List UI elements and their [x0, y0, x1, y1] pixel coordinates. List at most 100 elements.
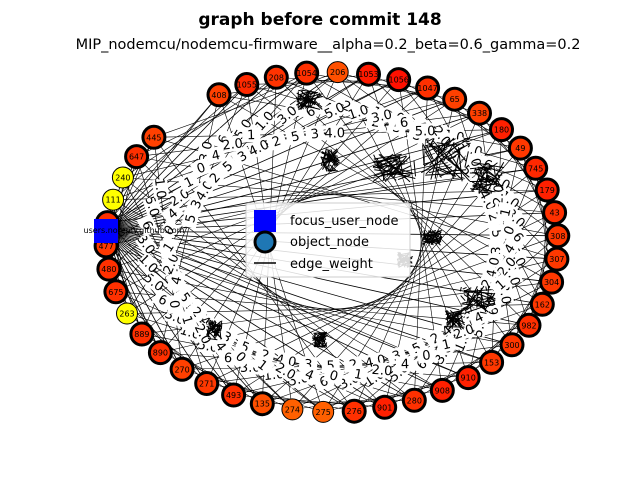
object-node-label: 274	[285, 405, 300, 414]
svg-text:4.0: 4.0	[324, 126, 345, 141]
edge-weight-label: 1	[435, 334, 457, 354]
edge-cluster	[420, 137, 471, 182]
object-node-label: 263	[119, 310, 134, 319]
edge-weight-label: 0	[157, 218, 181, 242]
object-node-label: 408	[211, 91, 226, 100]
svg-text:6: 6	[223, 351, 232, 367]
object-node: 276	[341, 398, 367, 424]
svg-text:3: 3	[489, 246, 504, 255]
object-node-label: 338	[472, 109, 487, 118]
legend: focus_user_node object_node edge_weight	[245, 202, 411, 278]
object-node: 263	[116, 302, 138, 325]
edge-weight-label: 0	[416, 346, 437, 364]
svg-text:5.0: 5.0	[415, 124, 436, 139]
object-node-label: 304	[544, 278, 559, 287]
edge-weight-label: 1	[488, 272, 513, 297]
svg-text:3: 3	[310, 127, 320, 143]
object-node: 338	[467, 100, 492, 126]
legend-focus-user-label: focus_user_node	[290, 214, 399, 229]
object-node: 982	[516, 312, 542, 338]
object-node: 275	[312, 400, 335, 423]
object-node: 270	[169, 356, 195, 382]
edge-cluster	[459, 285, 496, 314]
object-node-label: 208	[269, 73, 284, 82]
edge-weight-label: 2.0	[371, 361, 393, 379]
object-node-label: 111	[105, 196, 120, 205]
object-node: 274	[281, 398, 304, 421]
object-node: 675	[103, 279, 129, 305]
object-node: 180	[489, 117, 514, 143]
edge-weight-label: 2.0	[490, 184, 507, 205]
legend-focus-user-marker	[254, 210, 276, 232]
legend-object-node-marker	[253, 230, 277, 254]
object-node-label: 49	[515, 144, 525, 153]
edge-cluster	[421, 229, 443, 246]
svg-text:2.0: 2.0	[491, 184, 507, 205]
object-node: 1053	[356, 61, 381, 87]
edge-cluster	[311, 331, 329, 349]
svg-text:5: 5	[326, 359, 335, 374]
edge-line	[107, 94, 220, 223]
object-node: 480	[96, 256, 122, 282]
edge-weight-label: 3	[230, 144, 254, 168]
object-node: 910	[455, 365, 481, 391]
object-node: 304	[539, 269, 565, 295]
edge-weight-label: 5.0	[141, 195, 163, 219]
edge-weight-label: 4.0	[483, 256, 503, 279]
object-node-label: 43	[550, 209, 560, 218]
edge-line	[105, 94, 220, 232]
legend-frame	[245, 202, 411, 278]
object-node: 1055	[234, 72, 260, 97]
edge-weight-label: 4	[160, 201, 185, 226]
object-node-label: 745	[528, 164, 543, 173]
edge-weight-label: 1	[157, 235, 180, 259]
svg-text:2.0: 2.0	[221, 136, 243, 153]
svg-text:6: 6	[399, 115, 409, 131]
chart-subtitle: MIP_nodemcu/nodemcu-firmware__alpha=0.2_…	[76, 37, 581, 53]
svg-text:3: 3	[303, 357, 312, 373]
edge-weight-label: 4	[205, 145, 227, 165]
edge-weight-label: 4.0	[324, 125, 345, 142]
object-node-label: 1054	[297, 69, 317, 78]
object-node-label: 1055	[237, 81, 257, 90]
svg-text:1: 1	[441, 337, 453, 354]
object-node-label: 647	[129, 153, 144, 162]
edge-cluster	[320, 148, 340, 173]
object-node-label: 982	[521, 321, 536, 330]
svg-text:5: 5	[488, 229, 504, 239]
object-node-label: 477	[98, 242, 113, 251]
object-node: 493	[221, 382, 247, 408]
edge-weight-label: 2.0	[221, 135, 244, 154]
object-node: 408	[206, 82, 232, 108]
object-node-label: 493	[226, 391, 241, 400]
object-node: 1054	[294, 60, 320, 86]
svg-text:1.0: 1.0	[151, 177, 168, 199]
edge-weight-label: 0	[190, 157, 213, 179]
object-node: 240	[111, 166, 134, 189]
focus-user-node-label: users.noreply.github.com	[84, 226, 185, 235]
object-node-label: 271	[199, 380, 214, 389]
edge-weight-label: 1.0	[346, 101, 371, 124]
object-node: 308	[545, 223, 571, 249]
edge-line	[105, 76, 277, 232]
edge-weight-label: 4	[498, 237, 521, 261]
object-node-label: 445	[146, 133, 161, 142]
object-node: 208	[263, 64, 289, 90]
edge-weight-label: 4	[167, 269, 186, 291]
edge-weight-label: 5	[488, 223, 506, 244]
edge-weight-label: 2.0	[160, 252, 183, 277]
edge-weight-label: 4	[209, 334, 233, 358]
object-node: 445	[141, 124, 167, 150]
object-node-label: 206	[330, 68, 345, 77]
object-node: 206	[326, 61, 349, 84]
edge-weight-label: 3	[304, 125, 325, 143]
svg-text:6: 6	[487, 307, 502, 316]
object-node-label: 308	[550, 232, 565, 241]
object-node: 65	[442, 86, 468, 112]
object-node: 745	[523, 155, 549, 181]
edge-weight-label: 0	[166, 294, 184, 315]
edge-weight-label: 5	[284, 126, 306, 146]
edge-line	[105, 167, 536, 232]
